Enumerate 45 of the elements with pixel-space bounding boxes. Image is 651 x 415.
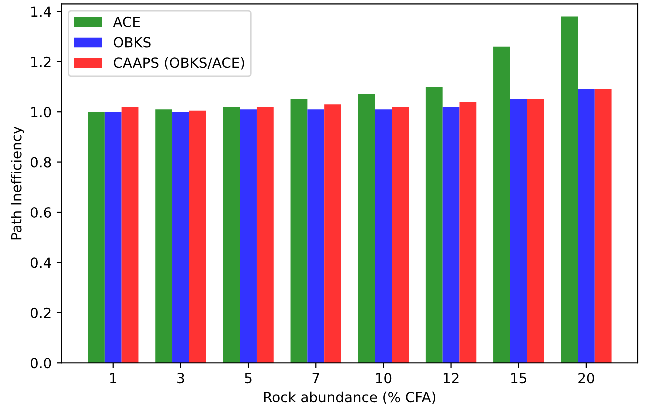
bar [375,110,392,364]
bar [510,100,528,364]
bar [308,110,325,364]
x-tick-label: 7 [312,373,320,384]
bar [88,112,105,364]
bar [256,107,274,364]
bar [561,16,578,364]
bar [172,112,190,364]
y-axis-title: Path Inefficiency [11,126,24,240]
bar [189,110,206,364]
bar [460,102,477,364]
bar [223,107,240,364]
bar [358,94,376,364]
y-tick-label: 1.0 [32,107,52,118]
bar [104,112,122,364]
bar [442,107,460,364]
y-tick-label: 0.8 [30,157,52,168]
legend-label: CAAPS (OBKS/ACE) [114,57,244,70]
bar [594,90,612,364]
bar [426,86,443,364]
x-tick-label: 15 [512,373,526,384]
y-tick-label: 0.0 [30,358,52,369]
legend-label: OBKS [114,37,151,48]
x-tick-label: 3 [178,373,184,384]
bar [494,46,510,364]
y-tick-label: 0.4 [30,258,52,268]
legend-label: ACE [113,16,140,28]
bar [156,110,173,364]
x-tick-label: 10 [376,373,392,384]
x-tick-label: 5 [245,373,252,384]
bar [240,110,257,364]
bar [290,100,308,364]
y-tick-label: 0.2 [30,308,51,318]
x-tick-label: 20 [578,373,594,384]
bar [392,107,410,364]
x-tick-label: 1 [110,373,117,384]
x-tick-label: 12 [444,373,459,384]
bar [324,104,342,364]
bar [527,100,544,364]
x-axis-title: Rock abundance (% CFA) [264,392,436,404]
bar [578,90,595,364]
bar [122,107,139,364]
y-tick-label: 1.4 [32,6,52,17]
y-tick-label: 0.6 [30,207,52,218]
y-tick-label: 1.2 [32,56,51,68]
